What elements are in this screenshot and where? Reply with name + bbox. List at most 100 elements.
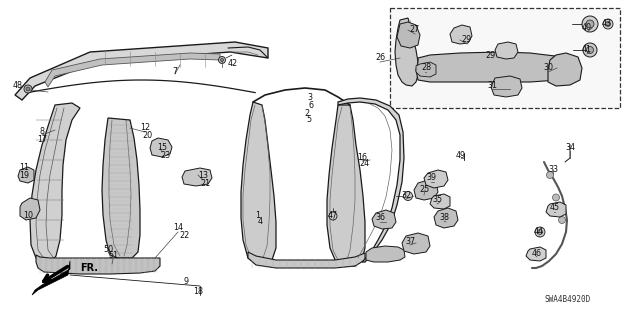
Polygon shape <box>495 42 518 59</box>
Text: 48: 48 <box>13 81 23 91</box>
Polygon shape <box>30 103 80 264</box>
Polygon shape <box>397 22 420 48</box>
Polygon shape <box>15 42 268 100</box>
Circle shape <box>550 59 560 69</box>
Text: 3: 3 <box>307 93 312 101</box>
Circle shape <box>329 212 337 220</box>
Text: 11: 11 <box>19 164 29 173</box>
Text: 6: 6 <box>308 101 314 110</box>
Text: 28: 28 <box>421 63 431 72</box>
Circle shape <box>583 43 597 57</box>
Text: 41: 41 <box>582 46 592 55</box>
Text: 16: 16 <box>357 152 367 161</box>
Text: 23: 23 <box>160 151 170 160</box>
Text: 1: 1 <box>255 211 260 219</box>
Circle shape <box>603 19 613 29</box>
Text: 4: 4 <box>257 217 262 226</box>
Text: 7: 7 <box>172 66 177 76</box>
Text: 12: 12 <box>140 123 150 132</box>
Polygon shape <box>338 98 404 262</box>
Polygon shape <box>526 247 546 261</box>
Circle shape <box>559 217 566 224</box>
Circle shape <box>535 227 545 237</box>
Text: 22: 22 <box>180 232 190 241</box>
Polygon shape <box>45 53 220 87</box>
Circle shape <box>24 85 32 93</box>
Text: 14: 14 <box>173 224 183 233</box>
Text: 35: 35 <box>432 196 442 204</box>
Text: 27: 27 <box>410 26 420 34</box>
Polygon shape <box>430 194 450 209</box>
Polygon shape <box>32 261 70 295</box>
Text: 32: 32 <box>401 191 411 201</box>
Text: 51: 51 <box>108 251 118 261</box>
Text: 20: 20 <box>142 131 152 140</box>
Text: 19: 19 <box>19 172 29 181</box>
Text: 39: 39 <box>426 174 436 182</box>
FancyBboxPatch shape <box>390 8 620 108</box>
Text: 50: 50 <box>103 244 113 254</box>
Circle shape <box>586 47 593 54</box>
Text: 21: 21 <box>200 179 210 188</box>
Text: 13: 13 <box>198 172 208 181</box>
Text: 37: 37 <box>405 236 415 246</box>
Text: 42: 42 <box>228 60 238 69</box>
Text: 38: 38 <box>439 212 449 221</box>
Polygon shape <box>450 25 472 44</box>
Polygon shape <box>434 208 458 228</box>
Circle shape <box>605 21 611 26</box>
Polygon shape <box>248 252 365 268</box>
Polygon shape <box>424 170 448 188</box>
Polygon shape <box>366 246 405 262</box>
Text: 46: 46 <box>532 249 542 257</box>
Text: 49: 49 <box>456 151 466 160</box>
Polygon shape <box>327 105 365 266</box>
Polygon shape <box>416 62 436 77</box>
Circle shape <box>538 229 543 234</box>
Text: 17: 17 <box>37 135 47 144</box>
Circle shape <box>582 16 598 32</box>
Text: 47: 47 <box>328 211 338 220</box>
Circle shape <box>403 191 413 201</box>
Text: 9: 9 <box>184 278 189 286</box>
Text: SWA4B4920D: SWA4B4920D <box>545 295 591 305</box>
Circle shape <box>586 20 594 28</box>
Circle shape <box>218 56 225 63</box>
Polygon shape <box>18 167 34 183</box>
Polygon shape <box>150 138 172 157</box>
Polygon shape <box>241 102 276 265</box>
Polygon shape <box>491 76 522 97</box>
Text: 40: 40 <box>582 24 592 33</box>
Text: 29: 29 <box>485 50 495 60</box>
Text: 10: 10 <box>23 211 33 219</box>
Text: FR.: FR. <box>80 263 98 273</box>
Text: 34: 34 <box>565 144 575 152</box>
Text: 36: 36 <box>375 213 385 222</box>
Circle shape <box>221 58 223 62</box>
Text: 30: 30 <box>543 63 553 72</box>
Text: 15: 15 <box>157 144 167 152</box>
Polygon shape <box>414 180 438 200</box>
Text: 25: 25 <box>419 186 429 195</box>
Polygon shape <box>182 168 212 186</box>
Text: 29: 29 <box>462 35 472 44</box>
Polygon shape <box>546 202 566 217</box>
Text: 8: 8 <box>40 127 45 136</box>
Polygon shape <box>402 233 430 254</box>
Polygon shape <box>372 210 396 229</box>
Text: 44: 44 <box>534 227 544 236</box>
Polygon shape <box>102 118 140 258</box>
Polygon shape <box>20 198 40 220</box>
Polygon shape <box>548 53 582 86</box>
Text: 43: 43 <box>602 19 612 28</box>
Text: 5: 5 <box>307 115 312 124</box>
Circle shape <box>552 194 559 201</box>
Text: 2: 2 <box>305 108 310 117</box>
Polygon shape <box>395 18 418 86</box>
Text: 45: 45 <box>550 204 560 212</box>
Text: 33: 33 <box>548 166 558 174</box>
Text: 18: 18 <box>193 286 203 295</box>
Text: 31: 31 <box>487 80 497 90</box>
Polygon shape <box>416 52 575 82</box>
Text: 26: 26 <box>375 54 385 63</box>
